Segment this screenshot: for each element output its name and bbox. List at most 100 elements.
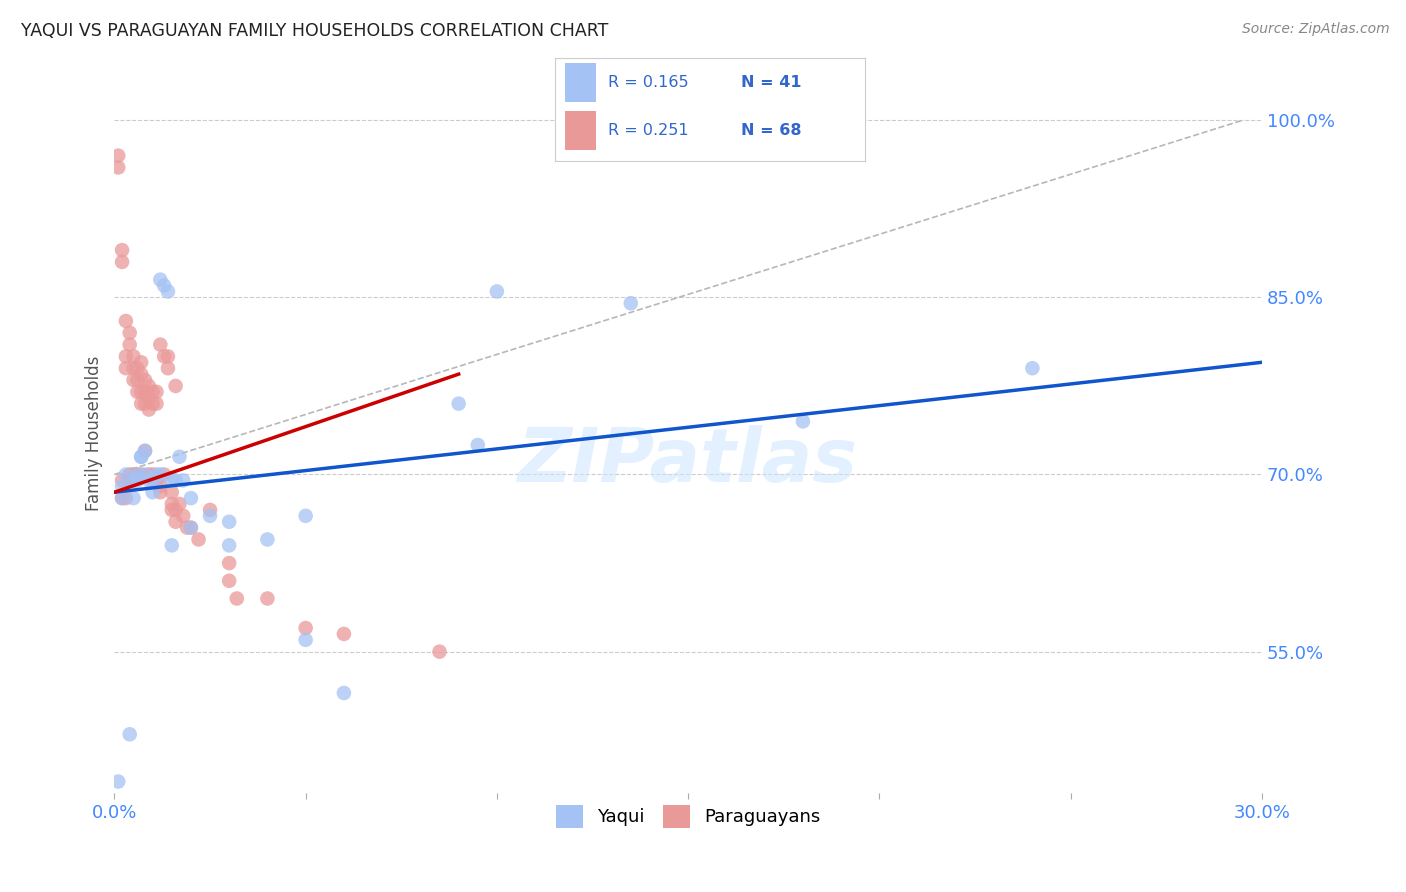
Point bbox=[160, 503, 183, 517]
Point bbox=[1021, 361, 1043, 376]
Point bbox=[122, 350, 145, 364]
Point bbox=[115, 314, 138, 328]
Point bbox=[153, 278, 176, 293]
Point bbox=[149, 479, 172, 493]
Point bbox=[142, 474, 165, 488]
Point bbox=[115, 350, 138, 364]
Point bbox=[145, 474, 167, 488]
Point bbox=[111, 255, 134, 269]
Point bbox=[218, 556, 240, 570]
Point bbox=[129, 397, 152, 411]
Point bbox=[145, 384, 167, 399]
Point bbox=[138, 379, 160, 393]
Point bbox=[165, 379, 187, 393]
Point bbox=[129, 467, 152, 482]
Point bbox=[160, 538, 183, 552]
Point bbox=[160, 474, 183, 488]
Point bbox=[111, 479, 134, 493]
Text: YAQUI VS PARAGUAYAN FAMILY HOUSEHOLDS CORRELATION CHART: YAQUI VS PARAGUAYAN FAMILY HOUSEHOLDS CO… bbox=[21, 22, 609, 40]
FancyBboxPatch shape bbox=[565, 63, 596, 102]
Point bbox=[160, 497, 183, 511]
Text: Source: ZipAtlas.com: Source: ZipAtlas.com bbox=[1241, 22, 1389, 37]
Point bbox=[294, 508, 316, 523]
Point bbox=[111, 474, 134, 488]
Point bbox=[169, 450, 191, 464]
Point bbox=[129, 450, 152, 464]
Point bbox=[294, 621, 316, 635]
Point bbox=[138, 467, 160, 482]
Legend: Yaqui, Paraguayans: Yaqui, Paraguayans bbox=[548, 798, 828, 835]
Point bbox=[180, 521, 202, 535]
Point bbox=[198, 503, 221, 517]
Point bbox=[218, 515, 240, 529]
Point bbox=[169, 497, 191, 511]
Point bbox=[111, 491, 134, 505]
Point bbox=[156, 350, 179, 364]
Point bbox=[122, 474, 145, 488]
Point bbox=[115, 467, 138, 482]
Point bbox=[127, 474, 149, 488]
Point bbox=[145, 397, 167, 411]
Text: ZIPatlas: ZIPatlas bbox=[519, 425, 858, 499]
Point bbox=[149, 467, 172, 482]
Point bbox=[142, 485, 165, 500]
Point bbox=[256, 591, 278, 606]
Point bbox=[172, 474, 194, 488]
Point bbox=[129, 450, 152, 464]
Point bbox=[218, 538, 240, 552]
Point bbox=[429, 645, 451, 659]
Point bbox=[118, 467, 141, 482]
Point bbox=[129, 355, 152, 369]
Point bbox=[225, 591, 247, 606]
Point bbox=[256, 533, 278, 547]
Point bbox=[165, 515, 187, 529]
Point bbox=[187, 533, 209, 547]
Point bbox=[107, 161, 129, 175]
Point bbox=[129, 367, 152, 381]
Point bbox=[127, 467, 149, 482]
Point bbox=[111, 491, 134, 505]
Point bbox=[149, 485, 172, 500]
Point bbox=[134, 373, 156, 387]
Point bbox=[118, 474, 141, 488]
Point bbox=[134, 397, 156, 411]
Point bbox=[127, 384, 149, 399]
Point bbox=[122, 474, 145, 488]
Point bbox=[142, 467, 165, 482]
Point bbox=[333, 686, 356, 700]
Text: R = 0.165: R = 0.165 bbox=[607, 75, 689, 90]
Point bbox=[176, 521, 198, 535]
Point bbox=[333, 627, 356, 641]
Y-axis label: Family Households: Family Households bbox=[86, 356, 103, 511]
Text: N = 41: N = 41 bbox=[741, 75, 801, 90]
Point bbox=[467, 438, 489, 452]
Point bbox=[129, 384, 152, 399]
Text: N = 68: N = 68 bbox=[741, 123, 801, 138]
Point bbox=[294, 632, 316, 647]
Point bbox=[153, 350, 176, 364]
Point bbox=[107, 774, 129, 789]
Point bbox=[165, 503, 187, 517]
Point bbox=[122, 373, 145, 387]
Point bbox=[485, 285, 508, 299]
Point bbox=[138, 391, 160, 405]
Point bbox=[134, 443, 156, 458]
Point bbox=[111, 243, 134, 257]
Point bbox=[153, 467, 176, 482]
Point bbox=[180, 521, 202, 535]
Point bbox=[107, 148, 129, 162]
Point bbox=[180, 491, 202, 505]
Point bbox=[218, 574, 240, 588]
Point bbox=[172, 508, 194, 523]
Point bbox=[142, 384, 165, 399]
Point bbox=[134, 467, 156, 482]
Point bbox=[160, 485, 183, 500]
Point bbox=[127, 467, 149, 482]
Point bbox=[134, 384, 156, 399]
Point bbox=[138, 474, 160, 488]
Point bbox=[149, 337, 172, 351]
Point bbox=[149, 273, 172, 287]
Point bbox=[115, 361, 138, 376]
Point bbox=[127, 373, 149, 387]
Point bbox=[118, 326, 141, 340]
